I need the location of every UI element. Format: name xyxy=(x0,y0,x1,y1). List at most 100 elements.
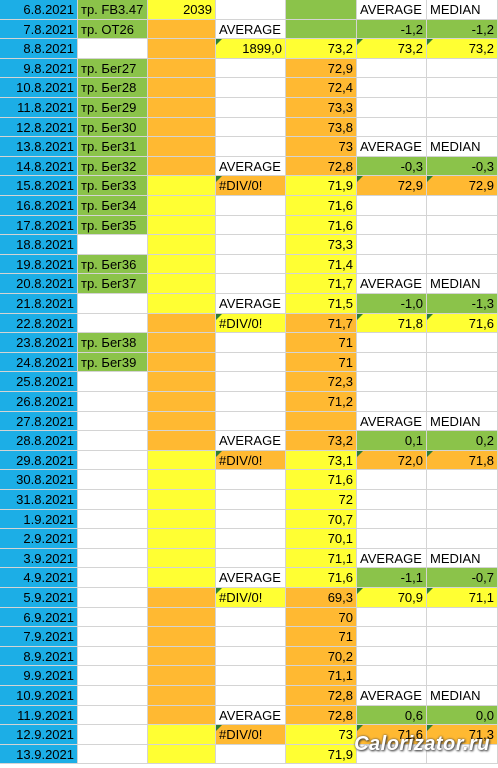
formula-cell[interactable]: AVERAGE xyxy=(216,705,286,726)
formula-cell[interactable] xyxy=(216,646,286,667)
date-cell[interactable]: 14.8.2021 xyxy=(0,156,78,177)
formula-cell[interactable] xyxy=(216,607,286,628)
note-cell[interactable] xyxy=(78,39,148,59)
date-cell[interactable]: 25.8.2021 xyxy=(0,372,78,392)
date-cell[interactable]: 5.9.2021 xyxy=(0,588,78,608)
calorie-cell[interactable] xyxy=(148,392,216,412)
weight-cell[interactable]: 72,9 xyxy=(286,58,357,79)
date-cell[interactable]: 4.9.2021 xyxy=(0,568,78,588)
formula-cell[interactable] xyxy=(216,196,286,216)
stat-cell-b[interactable]: 0,0 xyxy=(427,705,498,726)
stat-cell-b[interactable]: 73,2 xyxy=(427,39,498,59)
stat-cell-a[interactable]: -1,1 xyxy=(357,568,427,588)
stat-cell-a[interactable] xyxy=(357,392,427,412)
note-cell[interactable]: тр. Бег28 xyxy=(78,78,148,98)
note-cell[interactable]: тр. Бег37 xyxy=(78,274,148,294)
weight-cell[interactable]: 72,4 xyxy=(286,78,357,98)
calorie-cell[interactable] xyxy=(148,607,216,628)
stat-cell-a[interactable]: 71,8 xyxy=(357,313,427,334)
formula-cell[interactable] xyxy=(216,352,286,373)
weight-cell[interactable]: 71,6 xyxy=(286,470,357,490)
stat-cell-b[interactable] xyxy=(427,392,498,412)
formula-cell[interactable] xyxy=(216,98,286,118)
formula-cell[interactable] xyxy=(216,254,286,275)
stat-cell-b[interactable] xyxy=(427,470,498,490)
stat-cell-a[interactable]: 72,0 xyxy=(357,450,427,471)
date-cell[interactable]: 13.8.2021 xyxy=(0,137,78,157)
note-cell[interactable] xyxy=(78,392,148,412)
stat-cell-b[interactable] xyxy=(427,352,498,373)
calorie-cell[interactable] xyxy=(148,196,216,216)
date-cell[interactable]: 27.8.2021 xyxy=(0,411,78,432)
stat-cell-a[interactable]: 71,6 xyxy=(357,725,427,745)
weight-cell[interactable]: 72,3 xyxy=(286,372,357,392)
date-cell[interactable]: 7.8.2021 xyxy=(0,19,78,40)
stat-cell-b[interactable] xyxy=(427,78,498,98)
note-cell[interactable] xyxy=(78,744,148,765)
stat-cell-a[interactable]: -1,0 xyxy=(357,294,427,314)
stat-cell-b[interactable]: 71,8 xyxy=(427,450,498,471)
stat-cell-b[interactable] xyxy=(427,627,498,647)
date-cell[interactable]: 22.8.2021 xyxy=(0,313,78,334)
note-cell[interactable] xyxy=(78,431,148,451)
calorie-cell[interactable] xyxy=(148,588,216,608)
stat-cell-a[interactable] xyxy=(357,78,427,98)
stat-cell-b[interactable] xyxy=(427,196,498,216)
stat-cell-a[interactable] xyxy=(357,215,427,236)
formula-cell[interactable]: AVERAGE xyxy=(216,568,286,588)
date-cell[interactable]: 24.8.2021 xyxy=(0,352,78,373)
formula-cell[interactable]: 1899,0 xyxy=(216,39,286,59)
stat-cell-b[interactable] xyxy=(427,117,498,138)
stat-cell-b[interactable] xyxy=(427,254,498,275)
weight-cell[interactable] xyxy=(286,0,357,20)
stat-cell-b[interactable] xyxy=(427,58,498,79)
stat-cell-a[interactable]: 0,6 xyxy=(357,705,427,726)
calorie-cell[interactable] xyxy=(148,411,216,432)
note-cell[interactable] xyxy=(78,646,148,667)
weight-cell[interactable]: 71,7 xyxy=(286,274,357,294)
date-cell[interactable]: 15.8.2021 xyxy=(0,176,78,196)
note-cell[interactable] xyxy=(78,313,148,334)
note-cell[interactable] xyxy=(78,411,148,432)
weight-cell[interactable]: 71,4 xyxy=(286,254,357,275)
stat-cell-b[interactable]: MEDIAN xyxy=(427,548,498,569)
formula-cell[interactable]: #DIV/0! xyxy=(216,313,286,334)
formula-cell[interactable] xyxy=(216,744,286,765)
weight-cell[interactable]: 69,3 xyxy=(286,588,357,608)
note-cell[interactable]: тр. Бег33 xyxy=(78,176,148,196)
date-cell[interactable]: 19.8.2021 xyxy=(0,254,78,275)
stat-cell-a[interactable] xyxy=(357,607,427,628)
stat-cell-b[interactable]: 0,2 xyxy=(427,431,498,451)
formula-cell[interactable]: #DIV/0! xyxy=(216,176,286,196)
weight-cell[interactable]: 72,8 xyxy=(286,156,357,177)
calorie-cell[interactable] xyxy=(148,294,216,314)
weight-cell[interactable]: 73,2 xyxy=(286,431,357,451)
formula-cell[interactable]: #DIV/0! xyxy=(216,450,286,471)
note-cell[interactable] xyxy=(78,294,148,314)
stat-cell-b[interactable] xyxy=(427,607,498,628)
formula-cell[interactable] xyxy=(216,58,286,79)
calorie-cell[interactable] xyxy=(148,529,216,549)
date-cell[interactable]: 8.9.2021 xyxy=(0,646,78,667)
date-cell[interactable]: 11.8.2021 xyxy=(0,98,78,118)
weight-cell[interactable]: 71,7 xyxy=(286,313,357,334)
stat-cell-a[interactable]: AVERAGE xyxy=(357,411,427,432)
calorie-cell[interactable] xyxy=(148,627,216,647)
date-cell[interactable]: 6.9.2021 xyxy=(0,607,78,628)
stat-cell-a[interactable] xyxy=(357,627,427,647)
stat-cell-b[interactable] xyxy=(427,215,498,236)
stat-cell-a[interactable]: -1,2 xyxy=(357,19,427,40)
stat-cell-b[interactable] xyxy=(427,646,498,667)
calorie-cell[interactable] xyxy=(148,470,216,490)
weight-cell[interactable]: 71,6 xyxy=(286,568,357,588)
formula-cell[interactable] xyxy=(216,0,286,20)
note-cell[interactable] xyxy=(78,588,148,608)
formula-cell[interactable] xyxy=(216,274,286,294)
calorie-cell[interactable] xyxy=(148,548,216,569)
stat-cell-b[interactable]: -0,7 xyxy=(427,568,498,588)
date-cell[interactable]: 21.8.2021 xyxy=(0,294,78,314)
stat-cell-b[interactable] xyxy=(427,235,498,255)
stat-cell-b[interactable] xyxy=(427,509,498,530)
stat-cell-b[interactable]: 71,6 xyxy=(427,313,498,334)
stat-cell-a[interactable] xyxy=(357,58,427,79)
